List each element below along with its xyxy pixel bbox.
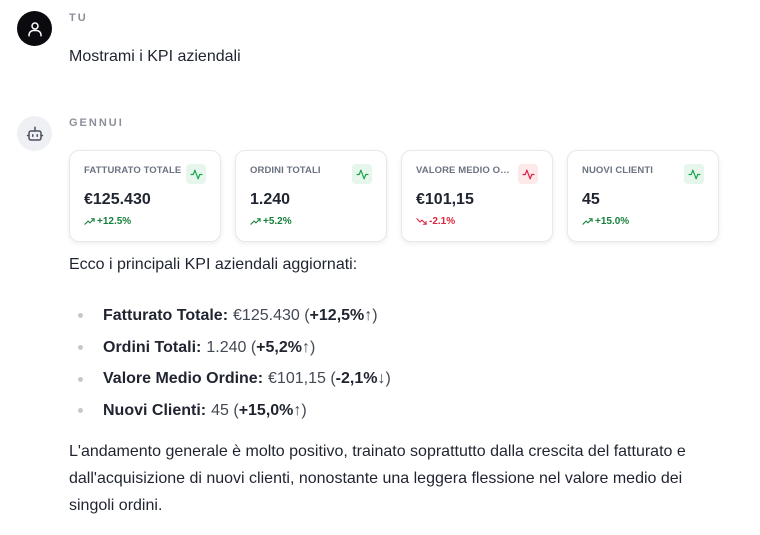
kpi-card-label: VALORE MEDIO ORDINE (416, 165, 516, 176)
kpi-arrow: ↓) (377, 370, 391, 388)
user-icon (27, 21, 42, 36)
kpi-value: 1.240 ( (206, 338, 257, 356)
kpi-card-label: NUOVI CLIENTI (582, 165, 653, 176)
kpi-arrow: ↑) (301, 338, 316, 356)
trending-down-icon (416, 218, 427, 225)
kpi-value: €125.430 ( (233, 306, 310, 324)
kpi-card-fatturato: FATTURATO TOTALE €125.430 +12.5% (69, 150, 221, 242)
kpi-change: +5,2% (256, 338, 302, 356)
kpi-label: Fatturato Totale: (103, 306, 229, 324)
kpi-change: +12,5% (309, 306, 365, 324)
kpi-card-change-text: +12.5% (97, 216, 132, 227)
kpi-card-change-text: -2.1% (429, 216, 456, 227)
kpi-card-change: +5.2% (250, 216, 292, 227)
activity-icon (352, 164, 372, 184)
kpi-card-change-text: +5.2% (263, 216, 292, 227)
trending-up-icon (84, 218, 95, 225)
kpi-card-ordini: ORDINI TOTALI 1.240 +5.2% (235, 150, 387, 242)
trending-up-icon (250, 218, 261, 225)
kpi-label: Nuovi Clienti: (103, 401, 207, 419)
kpi-card-nuovi-clienti: NUOVI CLIENTI 45 +15.0% (567, 150, 719, 242)
kpi-card-change: +15.0% (582, 216, 629, 227)
trending-up-icon (582, 218, 593, 225)
kpi-bullet-list: Fatturato Totale: €125.430 ( +12,5% ↑) O… (78, 300, 391, 427)
bullet-dot (78, 376, 83, 382)
bot-avatar (17, 116, 52, 151)
activity-icon (518, 164, 538, 184)
kpi-label: Valore Medio Ordine: (103, 370, 264, 388)
bullet-dot (78, 345, 83, 351)
bot-intro-text: Ecco i principali KPI aziendali aggiorna… (69, 256, 358, 273)
kpi-value: 45 ( (211, 401, 239, 419)
kpi-change: -2,1% (335, 370, 378, 388)
kpi-card-label: FATTURATO TOTALE (84, 165, 182, 176)
user-message: Mostrami i KPI aziendali (69, 48, 241, 65)
kpi-card-value: €125.430 (84, 191, 151, 208)
list-item: Fatturato Totale: €125.430 ( +12,5% ↑) (78, 300, 391, 332)
kpi-label: Ordini Totali: (103, 338, 202, 356)
user-role-label: TU (69, 12, 88, 24)
list-item: Nuovi Clienti: 45 ( +15,0% ↑) (78, 395, 391, 427)
kpi-card-value: 45 (582, 191, 600, 208)
kpi-arrow: ↑) (293, 401, 307, 419)
kpi-card-change: -2.1% (416, 216, 455, 227)
kpi-card-change: +12.5% (84, 216, 131, 227)
kpi-card-valore-medio: VALORE MEDIO ORDINE €101,15 -2.1% (401, 150, 553, 242)
kpi-cards: FATTURATO TOTALE €125.430 +12.5% ORDINI … (69, 150, 719, 242)
activity-icon (186, 164, 206, 184)
bullet-dot (78, 313, 83, 319)
list-item: Ordini Totali: 1.240 ( +5,2% ↑) (78, 332, 391, 364)
bot-icon (26, 126, 43, 141)
bot-summary-text: L'andamento generale è molto positivo, t… (69, 443, 686, 514)
kpi-card-label: ORDINI TOTALI (250, 165, 321, 176)
kpi-card-value: 1.240 (250, 191, 291, 208)
kpi-card-change-text: +15.0% (595, 216, 630, 227)
kpi-change: +15,0% (238, 401, 294, 419)
bullet-dot (78, 408, 83, 414)
activity-icon (684, 164, 704, 184)
bot-role-label: GENNUI (69, 117, 124, 129)
kpi-card-value: €101,15 (416, 191, 474, 208)
list-item: Valore Medio Ordine: €101,15 ( -2,1% ↓) (78, 363, 391, 395)
kpi-value: €101,15 ( (268, 370, 336, 388)
user-avatar (17, 11, 52, 46)
kpi-arrow: ↑) (364, 306, 378, 324)
